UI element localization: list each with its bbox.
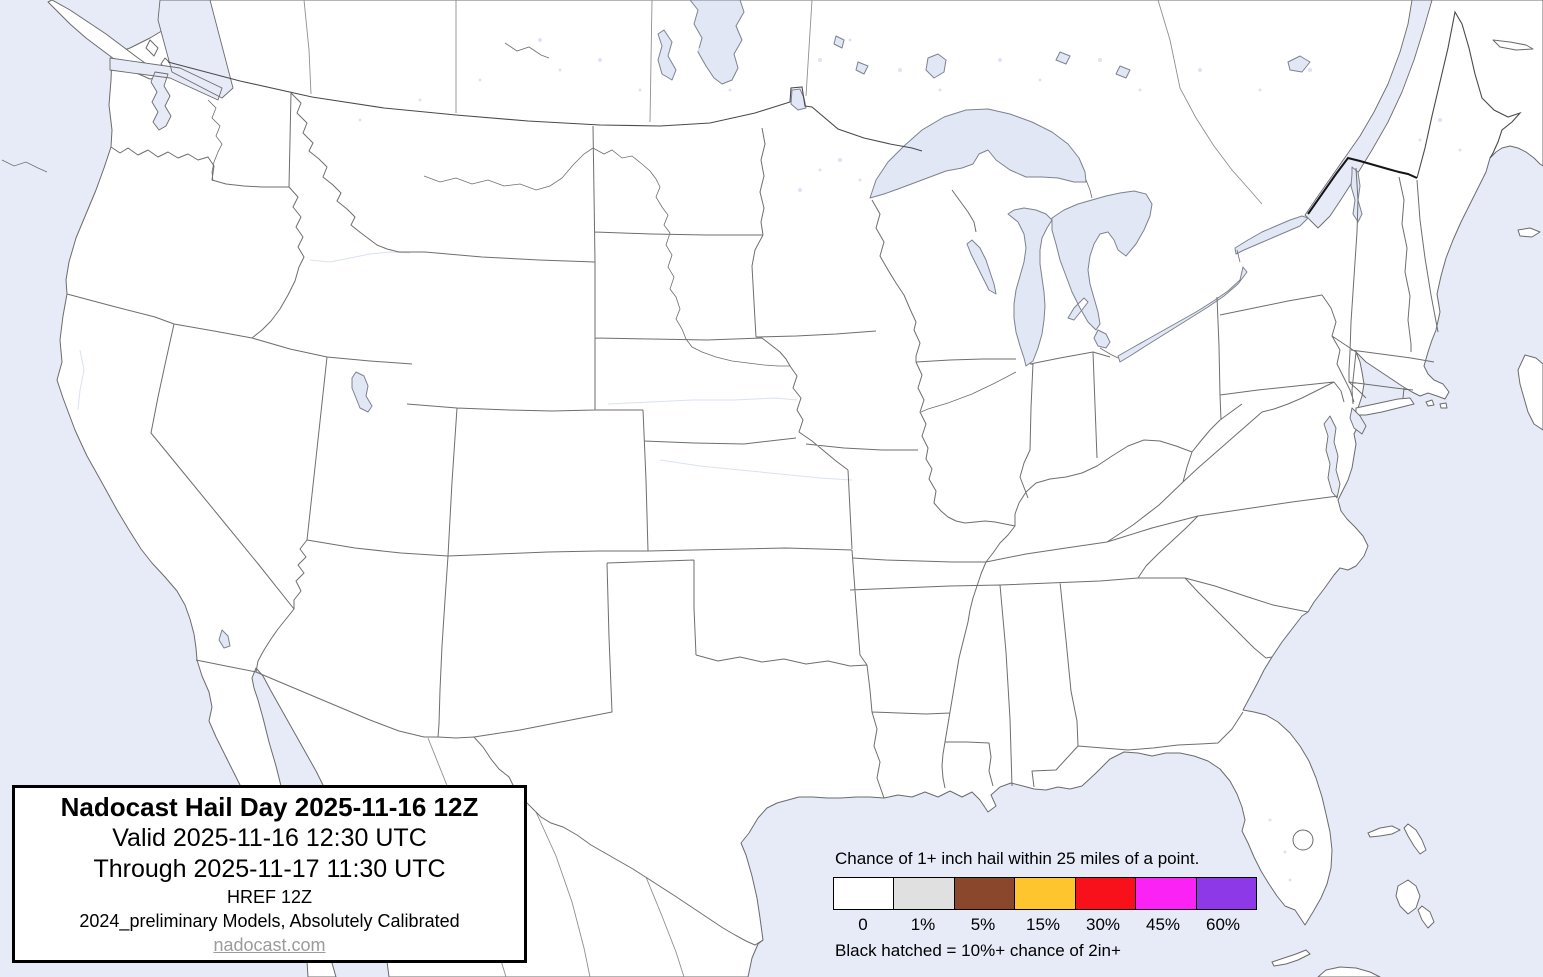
lake-okeechobee (1292, 829, 1314, 851)
landmass (56, 0, 1543, 977)
us-mexico-border (195, 659, 764, 946)
model-name: HREF 12Z (226, 887, 313, 907)
legend-label-row: 0 1% 5% 15% 30% 45% 60% (833, 915, 1257, 935)
legend-label-5%: 5% (970, 915, 996, 934)
legend-swatch-1% (893, 877, 955, 910)
through-time: Through 2025-11-17 11:30 UTC (93, 855, 446, 883)
legend-scale-row (833, 877, 1257, 910)
website-link[interactable]: nadocast.com (213, 935, 326, 955)
forecast-title: Nadocast Hail Day 2025-11-16 12Z (60, 792, 479, 822)
state-borders (66, 92, 1439, 799)
legend-swatch-30% (1074, 877, 1137, 910)
legend-label-15%: 15% (1025, 915, 1061, 934)
legend-label-30%: 30% (1085, 915, 1121, 934)
islands (47, 0, 1543, 977)
legend-swatch-60% (1195, 877, 1257, 910)
st-lawrence-border (1307, 156, 1418, 215)
legend-swatch-5% (953, 877, 1016, 910)
us-canada-border (167, 10, 1522, 179)
legend-label-60%: 60% (1205, 915, 1241, 934)
coastal-waters (109, 0, 1433, 499)
legend-label-45%: 45% (1145, 915, 1181, 934)
legend: Chance of 1+ inch hail within 25 miles o… (833, 849, 1257, 961)
lakes (218, 0, 1363, 649)
legend-note: Black hatched = 10%+ chance of 2in+ (835, 941, 1121, 960)
faint-rivers (77, 251, 853, 481)
rivers (1, 42, 1241, 413)
land-speckles (358, 38, 1462, 882)
legend-swatch-15% (1014, 877, 1076, 910)
legend-label-0: 0 (858, 915, 868, 934)
legend-label-1%: 1% (910, 915, 936, 934)
legend-swatch-0 (833, 877, 895, 910)
legend-caption: Chance of 1+ inch hail within 25 miles o… (835, 849, 1200, 868)
valid-time: Valid 2025-11-16 12:30 UTC (112, 824, 427, 852)
title-box: Nadocast Hail Day 2025-11-16 12Z Valid 2… (12, 785, 527, 963)
calibration-note: 2024_preliminary Models, Absolutely Cali… (79, 911, 460, 931)
legend-swatch-45% (1135, 877, 1197, 910)
